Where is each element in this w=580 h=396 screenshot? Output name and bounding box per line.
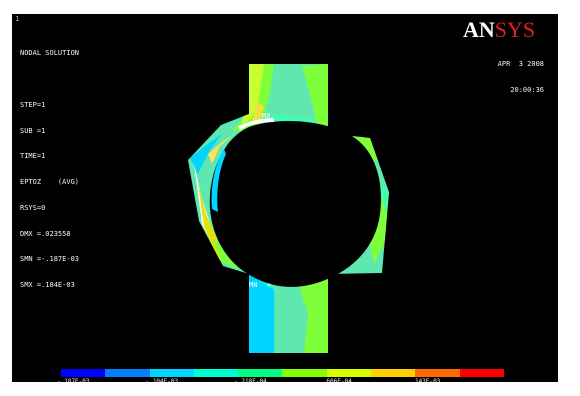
legend-band bbox=[326, 369, 372, 377]
info-line: SMN =-.187E-03 bbox=[20, 255, 80, 264]
info-line: STEP=1 bbox=[20, 100, 46, 109]
logo-part-red: SYS bbox=[495, 18, 535, 40]
max-marker: MX bbox=[262, 112, 271, 120]
hole-inner-bands bbox=[211, 118, 274, 212]
color-legend bbox=[61, 369, 504, 377]
ansys-logo: ANSYS bbox=[463, 18, 535, 40]
legend-band bbox=[149, 369, 194, 377]
legend-band bbox=[193, 369, 239, 377]
info-line: EPTOZ (AVG) bbox=[20, 178, 80, 187]
info-panel: NODAL SOLUTION STEP=1 SUB =1 TIME=1 EPTO… bbox=[20, 32, 79, 307]
info-line: NODAL SOLUTION bbox=[20, 49, 80, 58]
legend-label: .143E-03 bbox=[411, 378, 441, 382]
legend-band bbox=[238, 369, 283, 377]
graphics-window: 1 NODAL SOLUTION STEP=1 SUB =1 TIME=1 EP… bbox=[12, 14, 558, 382]
legend-band bbox=[105, 369, 150, 377]
legend-label: -.218E-04 bbox=[234, 378, 267, 382]
legend-band bbox=[459, 369, 504, 377]
legend-label: .606E-04 bbox=[322, 378, 352, 382]
legend-band bbox=[61, 369, 106, 377]
legend-band bbox=[371, 369, 416, 377]
info-line: SMX =.184E-03 bbox=[20, 281, 75, 290]
info-line: RSYS=0 bbox=[20, 203, 46, 212]
logo-part-white: AN bbox=[463, 18, 495, 40]
node-cross-marker: × bbox=[267, 281, 271, 289]
legend-band bbox=[415, 369, 460, 377]
central-hole bbox=[209, 120, 381, 287]
time-label: 20:00:36 bbox=[510, 85, 544, 94]
info-line: DMX =.023558 bbox=[20, 229, 71, 238]
info-line: SUB =1 bbox=[20, 126, 46, 135]
ansys-logo-text: ANSYS bbox=[463, 18, 535, 40]
timestamp: APR 3 2008 20:00:36 bbox=[498, 43, 544, 112]
date-label: APR 3 2008 bbox=[497, 60, 544, 69]
window-number: 1 bbox=[15, 15, 20, 23]
legend-label: -.104E-03 bbox=[145, 378, 179, 382]
legend-label: -.187E-03 bbox=[57, 378, 90, 382]
contour-plot: MX MN × bbox=[188, 64, 389, 353]
info-line: TIME=1 bbox=[20, 152, 46, 161]
min-marker: MN bbox=[249, 281, 257, 289]
legend-band bbox=[282, 369, 327, 377]
